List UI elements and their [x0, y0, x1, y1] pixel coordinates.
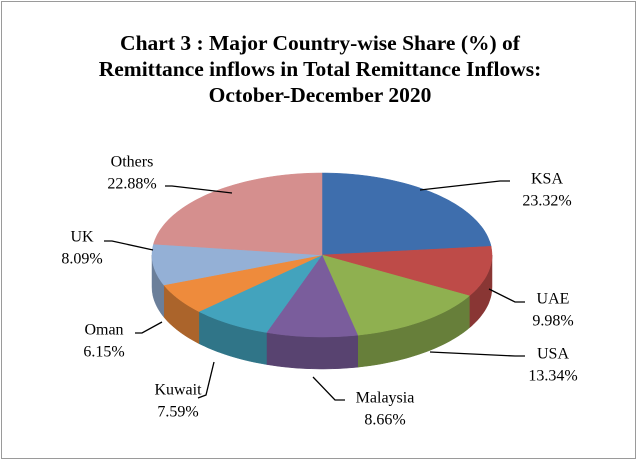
slice-label: Malaysia	[356, 390, 415, 407]
slice-label: Kuwait	[154, 382, 202, 399]
leader-line	[312, 376, 345, 401]
slice	[198, 254, 323, 333]
value-label: 8.66%	[364, 412, 405, 429]
value-label: 6.15%	[83, 344, 124, 361]
slice	[321, 246, 493, 297]
leader-line	[488, 288, 525, 303]
leader-line	[165, 185, 233, 194]
slice-label: UAE	[537, 291, 570, 308]
value-label: 7.59%	[157, 404, 198, 421]
leader-line	[135, 321, 163, 334]
slice	[266, 254, 359, 338]
slice	[153, 172, 323, 256]
slice-side	[266, 332, 358, 370]
slice	[321, 254, 470, 336]
leader-line	[197, 361, 215, 399]
slice-label: USA	[537, 346, 569, 363]
slice-label: Others	[111, 154, 154, 171]
leader-line	[419, 180, 510, 191]
slice	[163, 254, 323, 312]
slice-label: Oman	[84, 322, 123, 339]
leader-line	[429, 351, 525, 357]
value-label: 22.88%	[107, 176, 156, 193]
value-label: 23.32%	[522, 193, 571, 210]
value-label: 13.34%	[528, 368, 577, 385]
slice-label: KSA	[531, 171, 563, 188]
value-label: 9.98%	[532, 313, 573, 330]
slice-label: UK	[70, 229, 94, 246]
value-label: 8.09%	[61, 251, 102, 268]
chart-title: Chart 3 : Major Country-wise Share (%) o…	[98, 31, 542, 107]
leader-line	[104, 240, 154, 251]
slice	[321, 172, 492, 256]
